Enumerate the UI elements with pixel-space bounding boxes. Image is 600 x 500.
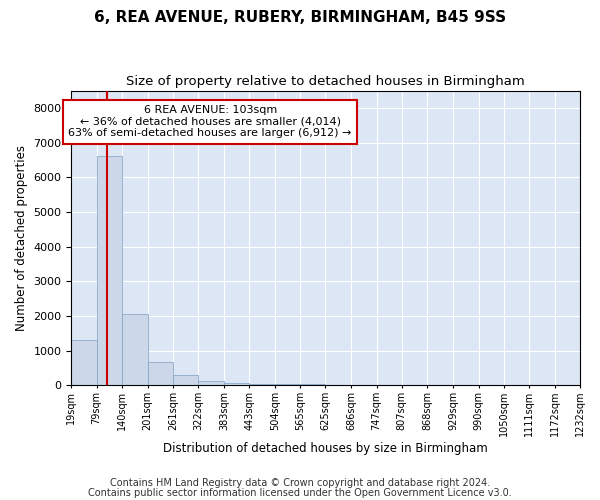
Text: Contains public sector information licensed under the Open Government Licence v3: Contains public sector information licen…: [88, 488, 512, 498]
Bar: [275, 384, 301, 386]
Text: 6, REA AVENUE, RUBERY, BIRMINGHAM, B45 9SS: 6, REA AVENUE, RUBERY, BIRMINGHAM, B45 9…: [94, 10, 506, 25]
X-axis label: Distribution of detached houses by size in Birmingham: Distribution of detached houses by size …: [163, 442, 488, 455]
Bar: [173, 376, 199, 386]
Bar: [122, 314, 148, 386]
Y-axis label: Number of detached properties: Number of detached properties: [15, 145, 28, 331]
Bar: [224, 383, 249, 386]
Bar: [148, 362, 173, 386]
Bar: [199, 381, 224, 386]
Bar: [301, 384, 325, 386]
Bar: [97, 156, 122, 386]
Text: Contains HM Land Registry data © Crown copyright and database right 2024.: Contains HM Land Registry data © Crown c…: [110, 478, 490, 488]
Bar: [71, 340, 97, 386]
Bar: [249, 384, 275, 386]
Text: 6 REA AVENUE: 103sqm
← 36% of detached houses are smaller (4,014)
63% of semi-de: 6 REA AVENUE: 103sqm ← 36% of detached h…: [68, 105, 352, 138]
Title: Size of property relative to detached houses in Birmingham: Size of property relative to detached ho…: [127, 75, 525, 88]
